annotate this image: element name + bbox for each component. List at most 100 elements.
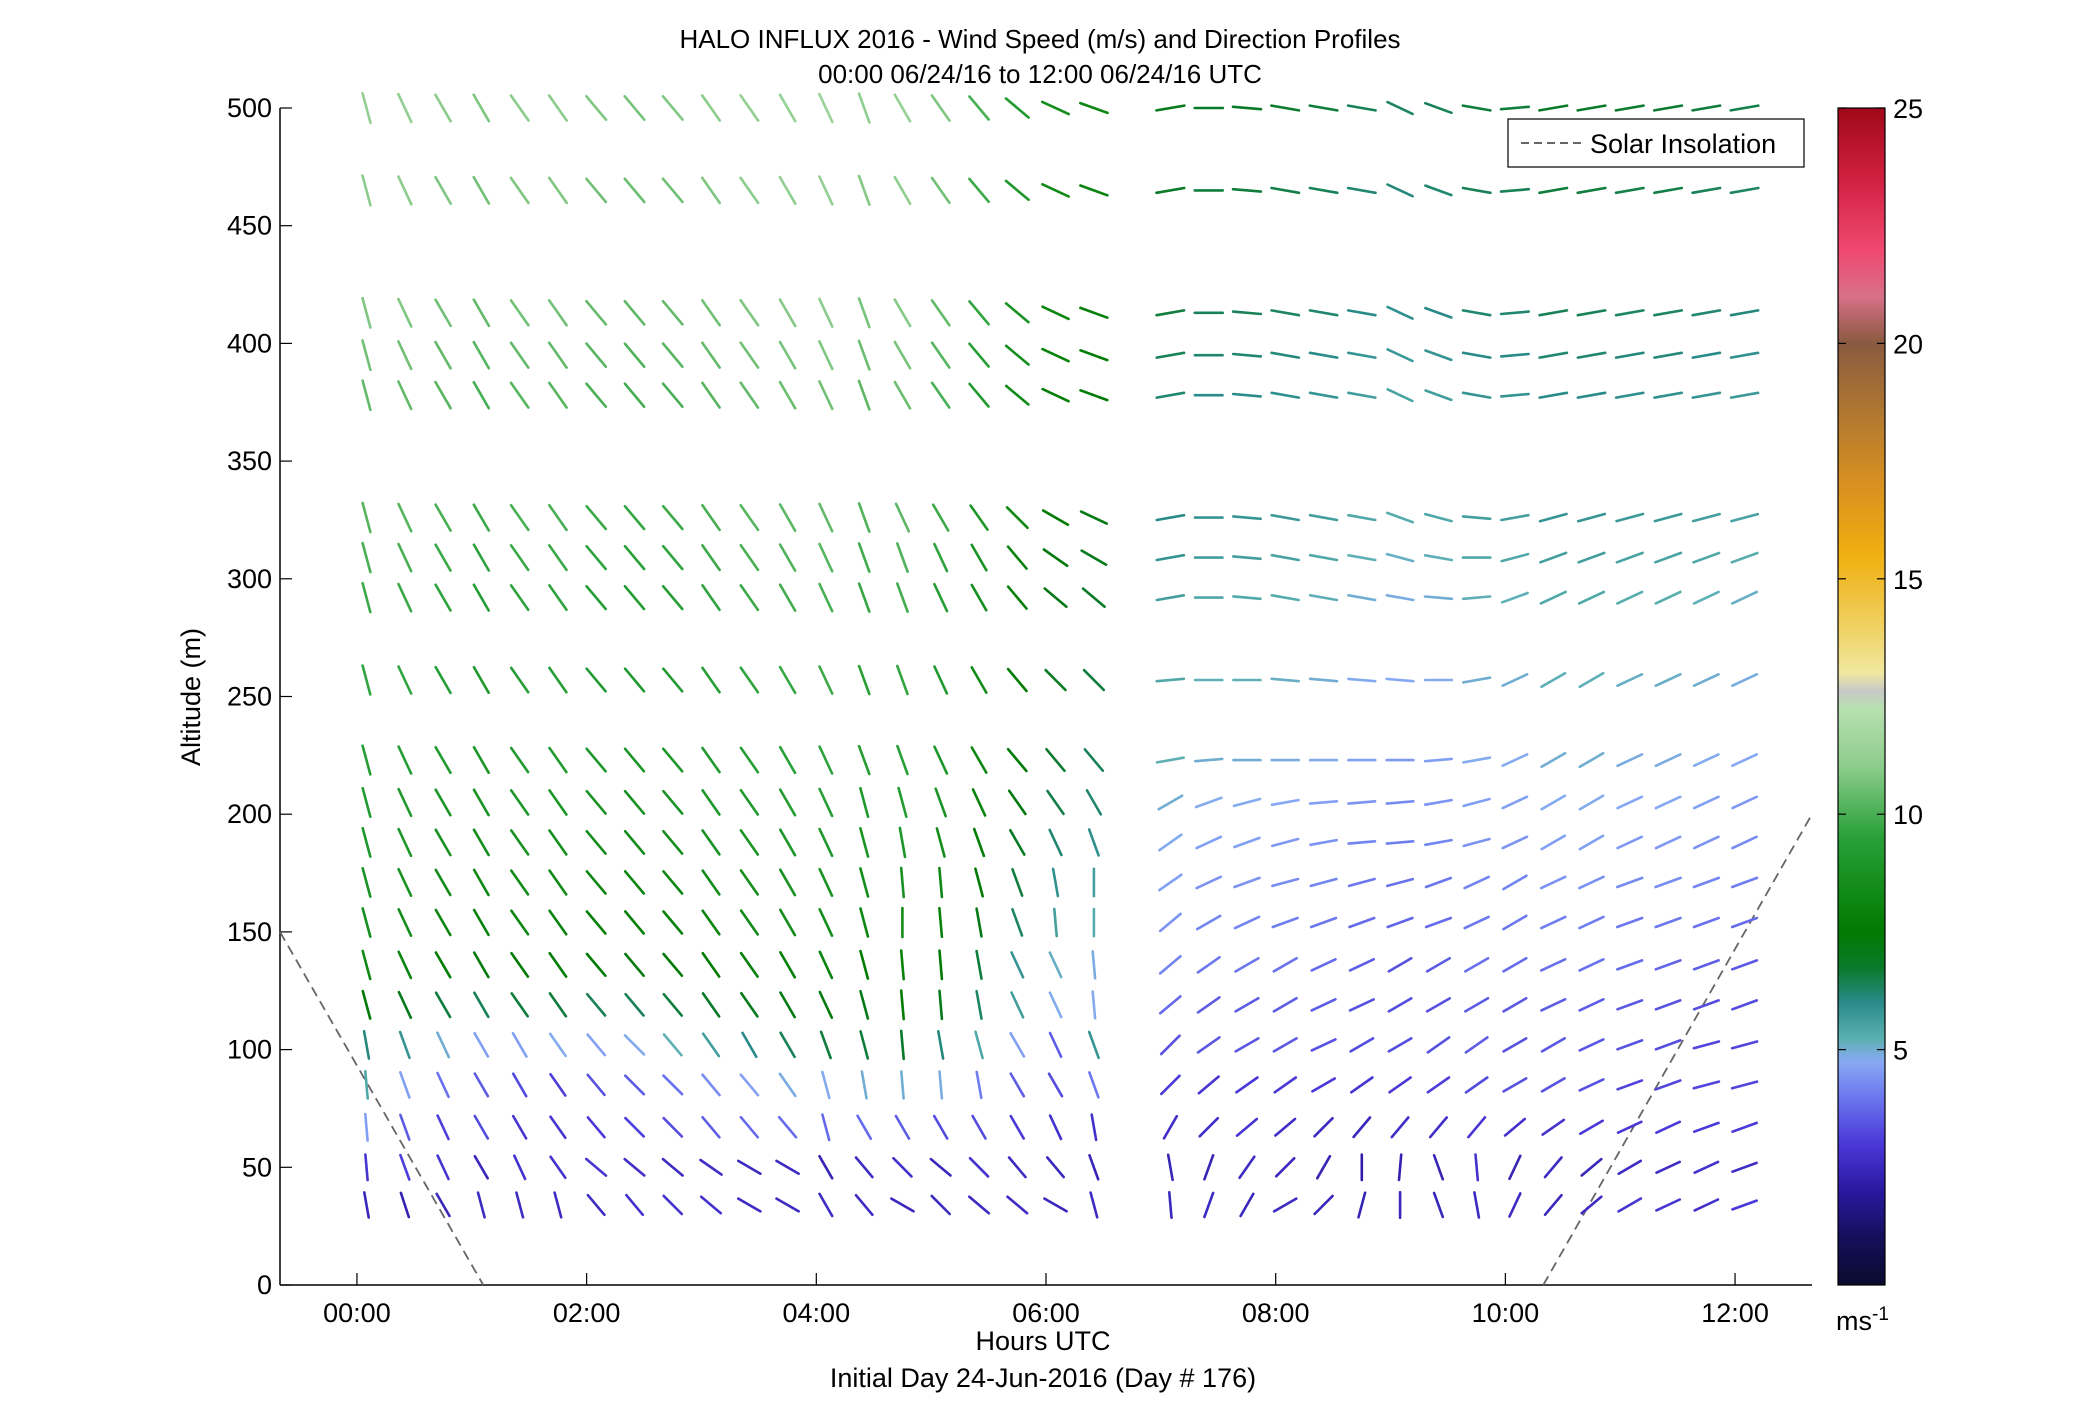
wind-barb [661,177,684,204]
wind-barb [1090,1113,1098,1142]
wind-barb [1616,753,1644,768]
wind-barb [1234,956,1260,973]
wind-barb [857,92,871,124]
wind-barb [1046,1156,1065,1179]
wind-barb [1463,875,1490,890]
wind-barb [1501,753,1529,768]
wind-barb [933,745,949,775]
wind-barb [1231,105,1263,111]
wind-barb [1346,309,1377,317]
wind-barb [818,340,834,371]
wind-barb [1386,305,1414,320]
wind-barb [1308,104,1339,112]
wind-barb [1079,510,1108,525]
y-tick-label: 100 [227,1035,272,1065]
wind-barb [933,665,949,695]
wind-barb [1270,553,1300,562]
wind-barb [361,91,372,125]
wind-barb [1386,348,1414,363]
wind-barb [1048,951,1063,979]
wind-barb [1426,1036,1451,1054]
wind-barb [1540,1037,1566,1053]
wind-barb [1047,1072,1064,1098]
wind-barb [510,992,530,1018]
wind-barb [509,666,530,694]
wind-barb [701,992,721,1018]
wind-barb [1008,828,1026,856]
wind-barb [701,1073,721,1097]
wind-barb [969,504,989,531]
wind-barb [938,866,944,899]
wind-barb [1424,389,1453,402]
wind-barb [472,951,490,979]
wind-barb [397,745,413,775]
wind-barb [778,745,797,775]
wind-barb [1010,991,1025,1019]
wind-barb [585,870,607,895]
wind-barb [1616,999,1644,1011]
wind-barb [585,789,607,815]
wind-barb [662,992,684,1017]
wind-barb [1079,348,1109,362]
wind-barb [1731,795,1758,810]
wind-barb [1045,747,1066,773]
wind-barb [623,829,646,855]
wind-barb [585,177,608,204]
wind-barb [930,94,951,122]
wind-barb [361,296,372,329]
wind-barb [1346,186,1377,195]
wind-barb [1041,387,1070,403]
wind-barb [701,666,721,694]
wind-barb [1692,1080,1721,1090]
wind-barb [1539,551,1568,564]
wind-barb [1654,999,1682,1011]
wind-barb [736,1197,762,1213]
wind-barb [859,786,870,819]
wind-barb [1194,757,1224,763]
wind-barb [1508,1154,1522,1181]
wind-barb [929,1157,952,1177]
wind-barb [899,1070,905,1100]
wind-barb [1385,799,1415,805]
wind-barb [1499,352,1530,358]
wind-barb [1654,672,1682,688]
wind-barb [1196,955,1221,974]
wind-barb [1270,513,1300,522]
wind-barb [472,745,491,775]
solar-insolation-line [1542,813,1813,1286]
wind-barb [896,744,909,776]
wind-barb [701,869,721,896]
wind-barb [1232,515,1262,521]
wind-barb [661,95,684,121]
wind-barb [1539,590,1567,605]
wind-barb [1203,1191,1215,1219]
chart-subtitle: 00:00 06/24/16 to 12:00 06/24/16 UTC [818,59,1262,89]
wind-barb [1087,828,1100,857]
wind-barb [585,952,607,978]
wind-barb [1576,391,1607,399]
wind-barb [472,175,491,205]
wind-barb [1006,585,1028,610]
wind-barb [1614,391,1645,399]
wind-barb [890,1197,915,1213]
wind-barb [1578,671,1605,689]
colorbar-unit-exponent: -1 [1872,1304,1889,1325]
wind-barb [472,828,490,857]
wind-barb [1653,104,1684,112]
wind-barb [1423,595,1454,601]
wind-barb [1538,512,1568,523]
wind-barb [361,379,372,412]
wind-barb [1616,835,1644,850]
wind-barb [1231,187,1263,193]
wind-barb [472,340,491,370]
wind-barb [1053,907,1058,938]
wind-barb [1051,867,1060,898]
wind-barb [1655,1160,1681,1174]
wind-barb [934,787,948,818]
wind-barb [1159,995,1182,1015]
wind-barb [547,503,568,532]
wind-barb [509,299,530,327]
wind-barb [1006,667,1028,693]
wind-barb [515,1191,525,1219]
wind-barb [1423,553,1454,562]
